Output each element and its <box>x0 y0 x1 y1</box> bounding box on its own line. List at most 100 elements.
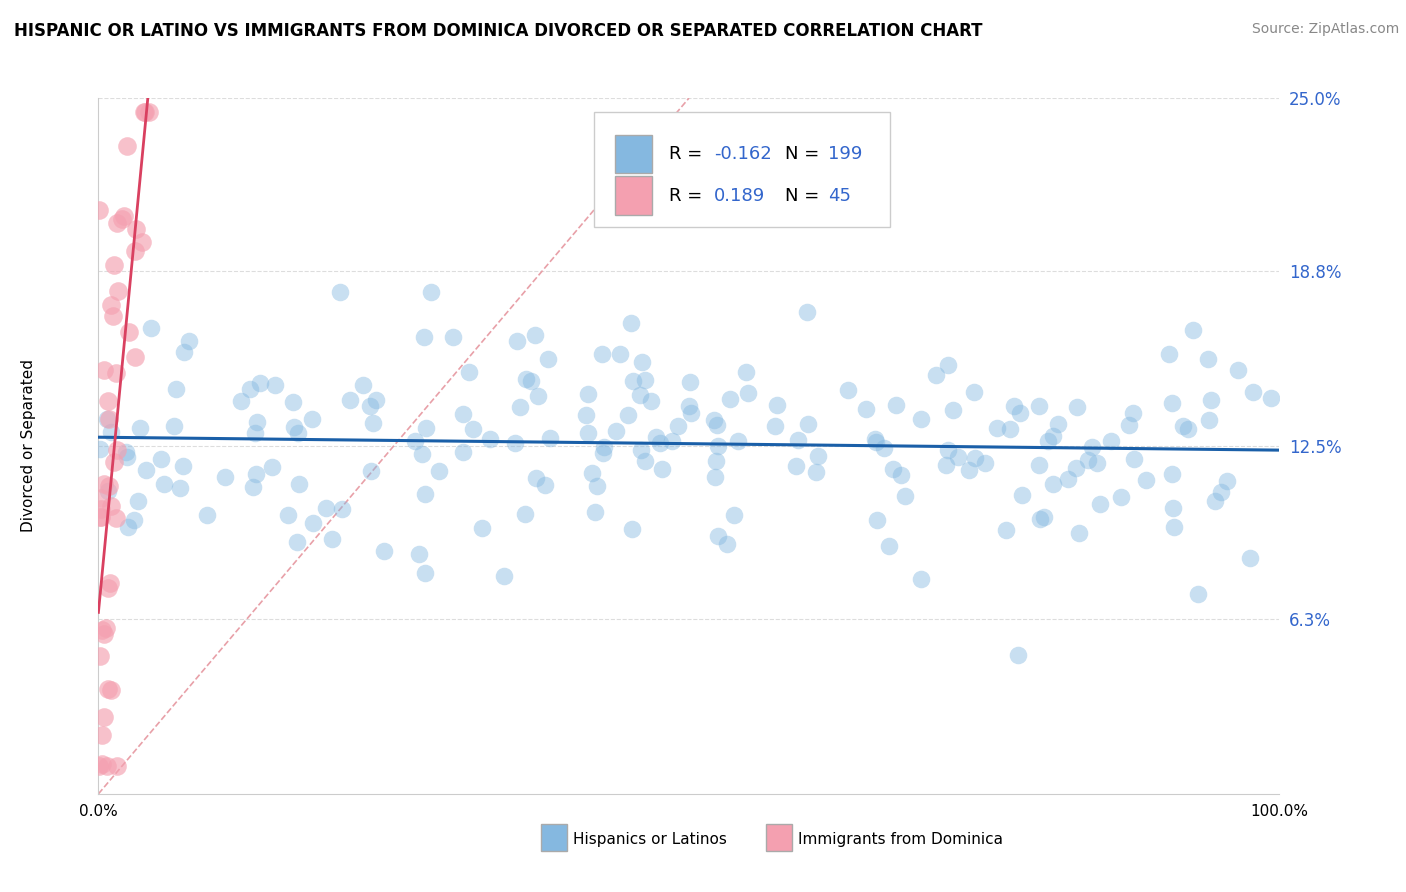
Point <box>855 402 877 417</box>
Point <box>1066 461 1088 475</box>
Text: R =: R = <box>669 145 707 162</box>
Point <box>330 502 353 516</box>
Point <box>96 759 118 773</box>
Point <box>1197 352 1219 367</box>
Point <box>592 446 614 460</box>
Text: Immigrants from Dominica: Immigrants from Dominica <box>797 831 1002 847</box>
Point <box>1111 490 1133 504</box>
Point <box>173 344 195 359</box>
Point <box>135 463 157 477</box>
Bar <box>614 177 652 215</box>
Point <box>172 459 194 474</box>
Point <box>1002 399 1025 413</box>
Point <box>723 508 745 523</box>
Point <box>873 441 896 455</box>
Point <box>651 461 673 475</box>
Point <box>957 463 980 477</box>
Point <box>124 513 146 527</box>
Point <box>98 576 121 591</box>
Point <box>785 459 807 474</box>
Point <box>243 425 266 440</box>
Point <box>101 310 124 324</box>
Point <box>1028 512 1050 526</box>
Point <box>301 412 323 426</box>
Point <box>321 532 343 546</box>
Point <box>936 442 959 457</box>
Text: HISPANIC OR LATINO VS IMMIGRANTS FROM DOMINICA DIVORCED OR SEPARATED CORRELATION: HISPANIC OR LATINO VS IMMIGRANTS FROM DO… <box>14 22 983 40</box>
Point <box>104 366 127 380</box>
Point <box>89 759 111 773</box>
Point <box>246 416 269 430</box>
Point <box>537 351 560 366</box>
Point <box>104 511 127 525</box>
Bar <box>541 824 567 851</box>
Point <box>413 330 436 344</box>
Point <box>129 421 152 435</box>
Point <box>707 528 730 542</box>
Point <box>373 544 395 558</box>
Point <box>524 471 547 485</box>
Point <box>89 648 111 663</box>
Point <box>890 467 912 482</box>
Point <box>287 477 309 491</box>
Point <box>98 411 121 425</box>
Point <box>96 621 118 635</box>
Point <box>995 523 1018 537</box>
Point <box>1057 472 1080 486</box>
Point <box>451 407 474 421</box>
Point <box>1173 418 1195 433</box>
Point <box>97 483 120 498</box>
Point <box>90 728 112 742</box>
Point <box>1161 467 1184 481</box>
Point <box>866 513 889 527</box>
Point <box>925 368 948 382</box>
Point <box>124 244 146 259</box>
Point <box>262 459 284 474</box>
Point <box>89 509 111 524</box>
Point <box>404 434 426 448</box>
Point <box>703 413 725 427</box>
Point <box>105 443 128 458</box>
Point <box>681 406 703 420</box>
Point <box>936 358 959 372</box>
Point <box>706 439 728 453</box>
Point <box>100 298 122 312</box>
Point <box>249 376 271 390</box>
Point <box>1198 413 1220 427</box>
Point <box>513 507 536 521</box>
Point <box>115 139 138 153</box>
Point <box>105 216 128 230</box>
Point <box>93 477 115 491</box>
Point <box>645 429 668 443</box>
Point <box>1216 475 1239 489</box>
Point <box>89 442 111 456</box>
Point <box>1260 391 1282 405</box>
Point <box>93 627 115 641</box>
Text: R =: R = <box>669 186 714 204</box>
Point <box>97 581 120 595</box>
Point <box>281 395 304 409</box>
Text: -0.162: -0.162 <box>714 145 772 162</box>
Point <box>97 681 120 696</box>
Text: Hispanics or Latinos: Hispanics or Latinos <box>574 831 727 847</box>
Point <box>986 420 1008 434</box>
Point <box>97 393 120 408</box>
Text: 0.189: 0.189 <box>714 186 765 204</box>
Point <box>578 426 600 441</box>
Point <box>408 548 430 562</box>
Point <box>1081 440 1104 454</box>
Point <box>865 435 887 450</box>
Point <box>934 458 956 472</box>
Point <box>1122 452 1144 467</box>
Point <box>704 469 727 483</box>
Point <box>735 365 758 379</box>
Point <box>1099 434 1122 448</box>
FancyBboxPatch shape <box>595 112 890 227</box>
Point <box>973 456 995 470</box>
Point <box>245 467 267 481</box>
Point <box>837 383 859 397</box>
Point <box>242 480 264 494</box>
Point <box>419 285 441 299</box>
Point <box>138 105 160 120</box>
Point <box>963 450 986 465</box>
